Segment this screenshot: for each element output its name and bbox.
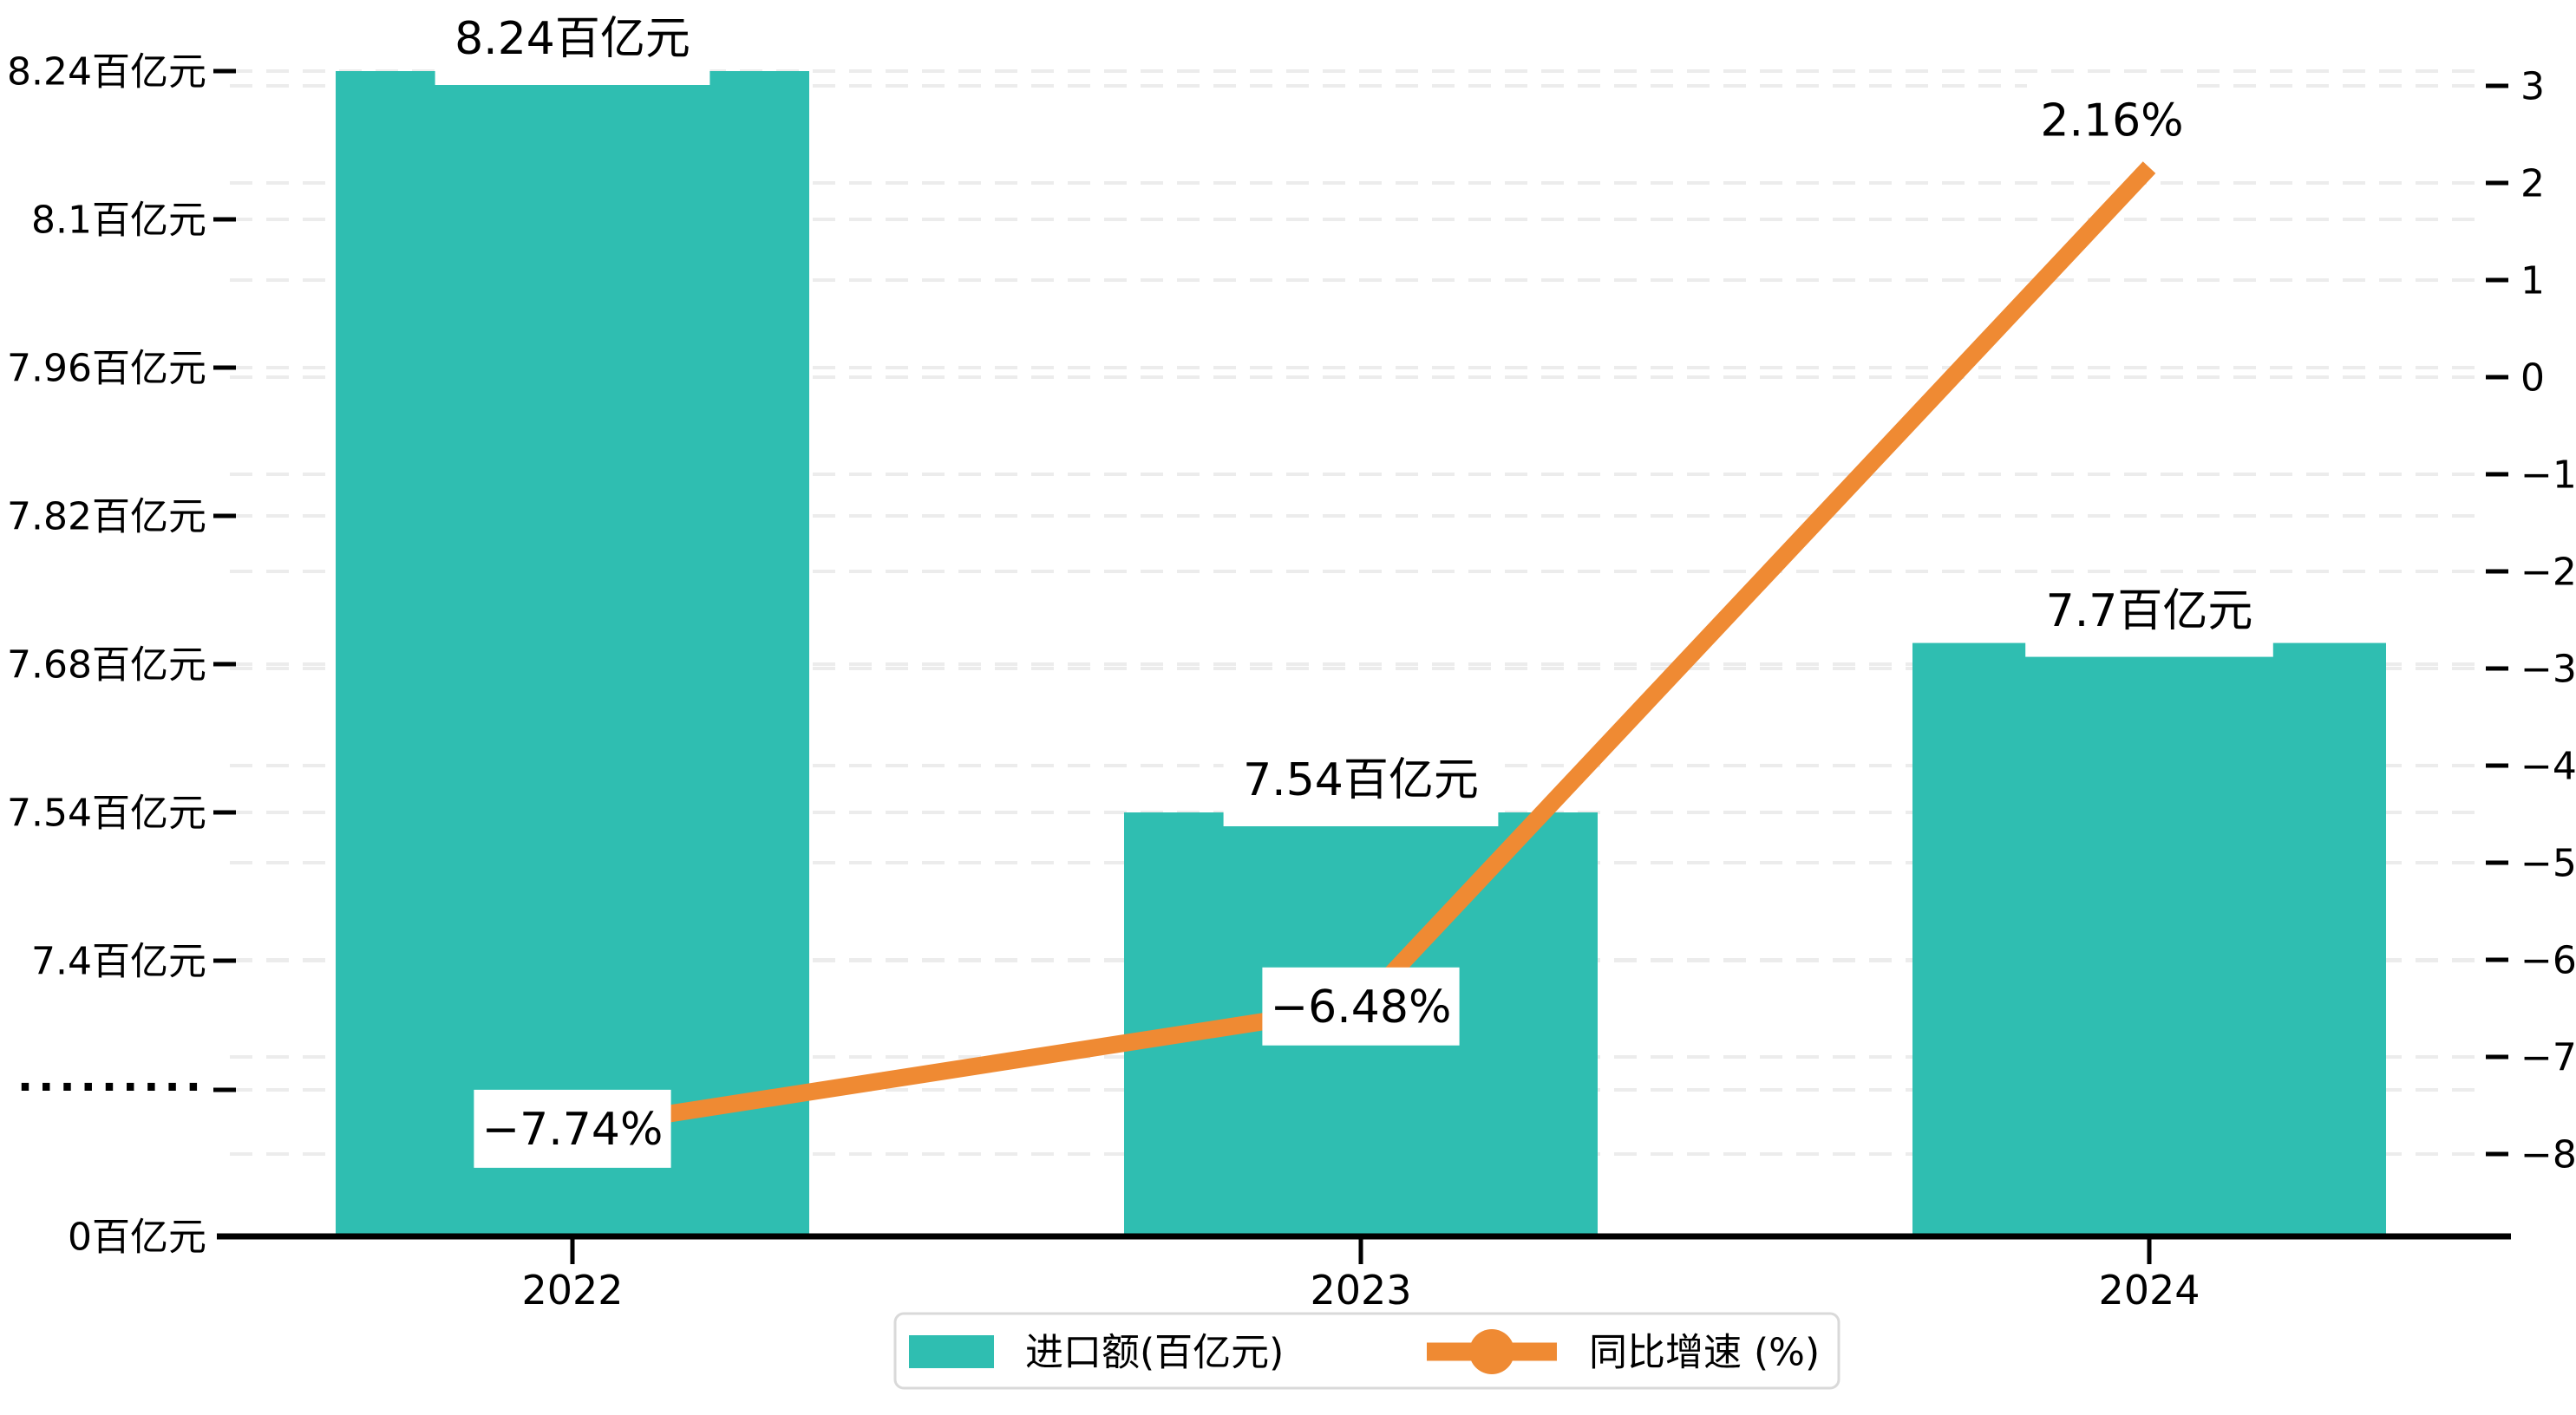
left-axis-tick-label: 7.68百亿元: [7, 642, 206, 687]
growth-point-label-box: [1262, 967, 1460, 1046]
right-axis-tick-label: 1: [2520, 258, 2545, 303]
right-axis-tick-label: 3: [2520, 64, 2545, 108]
legend-label-imports: 进口额(百亿元): [1025, 1330, 1284, 1374]
left-axis-zero-label: 0百亿元: [68, 1215, 206, 1259]
right-axis-tick-label: −4: [2520, 744, 2576, 788]
bar-value-label-box: [1223, 743, 1499, 826]
bar-value-label: 8.24百亿元: [454, 13, 690, 65]
right-axis-tick-label: −2: [2520, 550, 2576, 594]
legend-dot-growth: [1469, 1329, 1514, 1374]
growth-point-label: −7.74%: [482, 1104, 664, 1156]
left-axis-tick-label: 8.1百亿元: [31, 198, 206, 242]
growth-point-label-box: [474, 1089, 671, 1168]
bar-value-label-box: [435, 2, 710, 85]
x-axis-label-2022: 2022: [521, 1267, 623, 1314]
legend-label-growth: 同比增速 (%): [1589, 1330, 1820, 1374]
bar-value-label: 7.7百亿元: [2046, 585, 2253, 637]
right-axis-tick-label: −8: [2520, 1132, 2576, 1177]
bar-value-label: 7.54百亿元: [1243, 754, 1479, 806]
left-axis-tick-label: 7.4百亿元: [31, 939, 206, 983]
bar-2024: [1912, 642, 2386, 1236]
left-axis-tick-label: 7.82百亿元: [7, 494, 206, 538]
growth-point-label: −6.48%: [1271, 981, 1452, 1034]
growth-point-label: 2.16%: [2040, 95, 2183, 147]
growth-point-label-box: [2027, 81, 2197, 160]
right-axis-tick-label: −1: [2520, 453, 2576, 497]
left-axis-tick-label: 7.96百亿元: [7, 346, 206, 390]
x-axis-label-2023: 2023: [1310, 1267, 1411, 1314]
bar-value-label-box: [2025, 573, 2273, 657]
legend-swatch-imports: [909, 1335, 994, 1368]
right-axis-tick-label: 0: [2520, 355, 2545, 400]
bar-2022: [336, 71, 809, 1236]
right-axis-tick-label: −5: [2520, 841, 2576, 885]
left-axis-tick-label: 7.54百亿元: [7, 791, 206, 835]
right-axis-tick-label: 2: [2520, 161, 2545, 205]
right-axis-tick-label: −6: [2520, 938, 2576, 982]
axis-break-dots: ·········: [17, 1063, 206, 1112]
legend-box: [893, 1312, 1840, 1390]
x-axis-label-2024: 2024: [2098, 1267, 2200, 1314]
right-axis-tick-label: −7: [2520, 1035, 2576, 1079]
right-axis-tick-label: −3: [2520, 647, 2576, 691]
left-axis-tick-label: 8.24百亿元: [7, 49, 206, 94]
